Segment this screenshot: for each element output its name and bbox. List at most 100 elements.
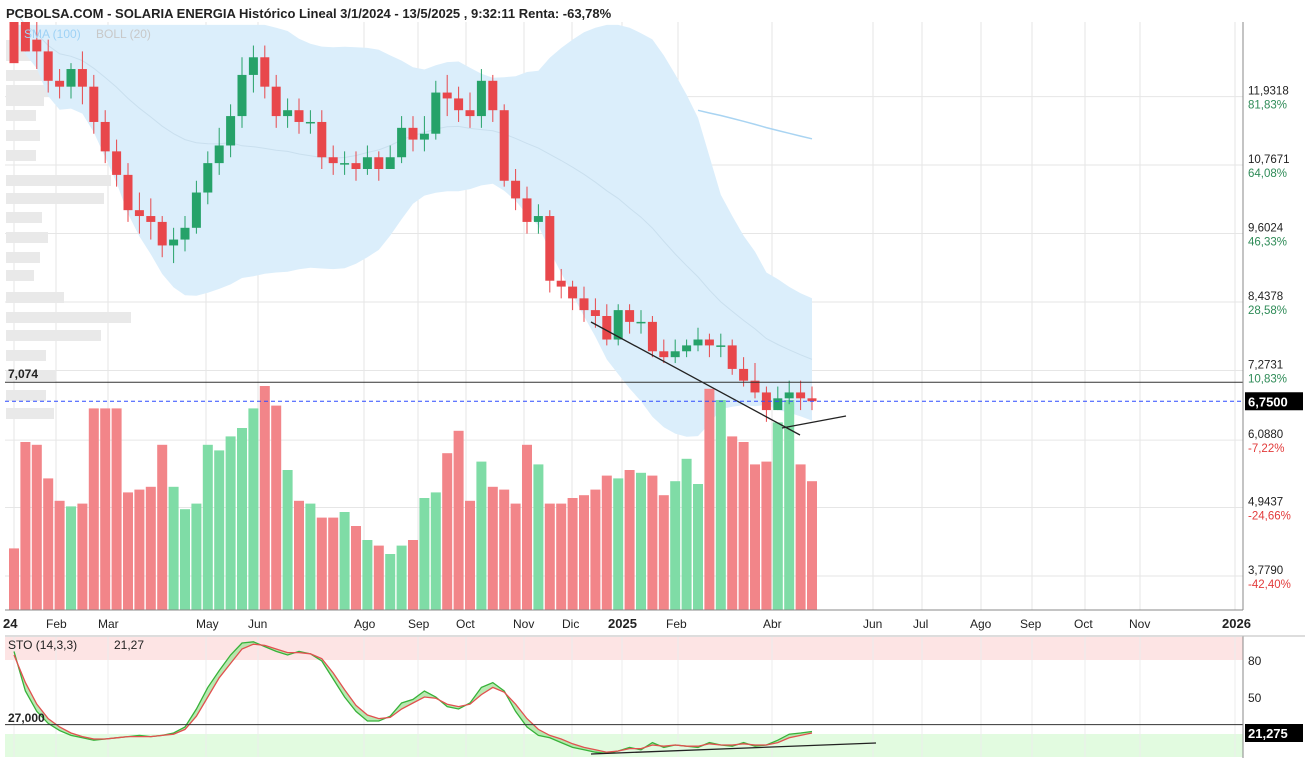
volume-bar	[385, 554, 396, 610]
candle-body	[271, 86, 281, 117]
volume-profile-bar-9	[6, 193, 104, 204]
volume-bar	[328, 517, 339, 610]
candle-body	[77, 69, 87, 87]
volume-profile-bar-3	[6, 85, 66, 96]
volume-bar	[157, 444, 168, 610]
time-axis-label: Abr	[763, 617, 782, 631]
candle-body	[476, 80, 486, 117]
volume-profile-bar-5	[6, 110, 36, 121]
candle-body	[374, 157, 384, 169]
volume-bar	[522, 444, 532, 610]
volume-bar	[453, 430, 464, 610]
volume-bar	[613, 478, 624, 610]
time-axis-label: Jul	[913, 617, 928, 631]
stochastic-level-50: 50	[1248, 691, 1262, 705]
candle-body	[647, 321, 657, 352]
reference-line-label: 7,074	[8, 367, 38, 381]
indicator-legend-sma: SMA (100)	[24, 27, 81, 41]
volume-bar	[408, 540, 418, 610]
candle-body	[157, 221, 167, 246]
stochastic-reference-label: 27,000	[8, 711, 45, 725]
volume-bar	[465, 500, 475, 610]
candle-body	[351, 163, 361, 169]
price-axis-pct-label: -24,66%	[1248, 510, 1291, 522]
price-axis-pct-label: 28,58%	[1248, 305, 1287, 317]
volume-bar	[795, 464, 806, 610]
candle-body	[169, 239, 179, 246]
candle-body	[625, 310, 635, 322]
volume-bar	[567, 498, 578, 610]
candle-body	[340, 163, 350, 165]
volume-bar	[419, 498, 430, 610]
time-axis-label: Ago	[354, 617, 376, 631]
price-axis-label: 6,0880	[1248, 429, 1283, 441]
candle-body	[807, 398, 817, 402]
volume-bar	[54, 500, 65, 610]
volume-bar	[123, 492, 133, 610]
volume-bar	[647, 475, 658, 610]
candle-body	[419, 133, 429, 140]
volume-profile-bar-14	[6, 292, 64, 303]
candle-body	[146, 216, 156, 222]
volume-bar	[396, 545, 407, 610]
candle-body	[328, 157, 338, 164]
stochastic-d-line	[13, 643, 813, 753]
volume-bar	[510, 503, 521, 610]
volume-bar	[636, 472, 646, 610]
candle-body	[716, 345, 726, 347]
price-axis-label: 11,9318	[1248, 86, 1289, 98]
bollinger-band	[14, 24, 812, 437]
trend-line-support	[781, 415, 847, 429]
volume-bar	[373, 545, 384, 610]
chart-title: PCBOLSA.COM - SOLARIA ENERGIA Histórico …	[6, 6, 612, 21]
time-axis-label: 2025	[608, 616, 637, 631]
volume-bar	[191, 503, 202, 610]
candle-body	[20, 22, 30, 52]
candle-body	[704, 339, 714, 346]
time-axis-label: Sep	[408, 617, 430, 631]
candle-body	[408, 127, 418, 140]
volume-bar	[66, 506, 76, 610]
volume-profile-bar-4	[6, 95, 44, 106]
volume-bar	[738, 442, 749, 610]
candle-body	[761, 392, 771, 411]
volume-bar	[727, 436, 738, 610]
candle-body	[55, 80, 65, 87]
price-axis-pct-label: -42,40%	[1248, 579, 1291, 591]
candle-body	[727, 345, 737, 369]
candle-body	[465, 110, 475, 117]
candle-body	[454, 98, 464, 111]
price-axis-label: 10,7671	[1248, 154, 1290, 166]
volume-bar	[259, 386, 270, 610]
volume-profile-bar-8	[6, 175, 111, 186]
volume-profile-bar-6	[6, 130, 40, 141]
volume-bar	[544, 503, 555, 610]
current-price-box	[1245, 392, 1303, 411]
candle-body	[294, 110, 304, 122]
volume-profile-bar-10	[6, 212, 42, 223]
time-axis: 24 Feb Mar May Jun Ago Sep Oct Nov Dic 2025 Feb Abr J…	[3, 616, 1251, 631]
time-axis-label: Nov	[513, 617, 534, 631]
volume-bar	[681, 458, 692, 610]
candle-body	[305, 121, 315, 124]
volume-bar	[202, 444, 213, 610]
time-axis-label: Mar	[98, 617, 119, 631]
candle-body	[796, 392, 806, 399]
time-axis-label: Oct	[456, 617, 475, 631]
volume-bar	[316, 517, 327, 610]
price-axis: 11,9318 81,83% 10,7671 64,08% 9,6024 46,33% 8,…	[1248, 86, 1291, 591]
candle-body	[522, 198, 532, 222]
volume-bar	[31, 444, 42, 610]
time-axis-label: Jun	[863, 617, 882, 631]
candles	[9, 22, 817, 422]
price-axis-pct-label: 10,83%	[1248, 374, 1287, 386]
candle-body	[226, 116, 236, 146]
stochastic-legend: STO (14,3,3)	[8, 638, 77, 652]
volume-bar	[9, 548, 19, 610]
volume-bar	[807, 481, 817, 610]
volume-bar	[590, 489, 601, 610]
stochastic-level-80: 80	[1248, 654, 1262, 668]
candle-body	[317, 121, 327, 158]
